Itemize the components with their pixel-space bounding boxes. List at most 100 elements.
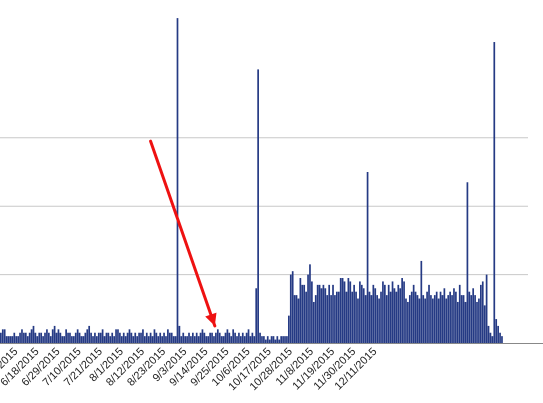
- bar: [487, 325, 490, 343]
- bar: [303, 284, 306, 343]
- x-tick-labels: 6/7/20156/18/20156/29/20157/10/20157/21/…: [0, 346, 379, 393]
- bar: [328, 284, 331, 343]
- bar: [255, 288, 258, 343]
- bar: [316, 284, 319, 343]
- bar: [74, 332, 77, 343]
- bar: [130, 332, 133, 343]
- bar: [378, 298, 380, 343]
- bar: [165, 336, 167, 343]
- bar: [78, 332, 81, 343]
- bar: [9, 336, 12, 343]
- bar: [36, 336, 39, 343]
- bar: [458, 284, 461, 343]
- bar: [384, 284, 386, 343]
- bar: [65, 329, 67, 343]
- bar: [82, 336, 85, 343]
- bar: [76, 329, 79, 343]
- bar: [53, 325, 56, 343]
- bar: [51, 329, 54, 343]
- bar: [288, 315, 290, 343]
- bar: [69, 332, 71, 343]
- bar: [432, 298, 434, 343]
- bar: [311, 281, 313, 343]
- bar: [190, 336, 192, 343]
- bar: [387, 284, 390, 343]
- bar: [257, 69, 259, 344]
- bar: [188, 332, 190, 343]
- bar: [0, 332, 2, 343]
- bar: [42, 336, 44, 343]
- bar: [380, 291, 382, 343]
- bar: [389, 291, 392, 343]
- bar: [99, 332, 102, 343]
- bar: [449, 291, 451, 343]
- bar: [307, 274, 309, 343]
- bar: [481, 281, 484, 343]
- bar: [168, 332, 171, 343]
- bar: [305, 291, 307, 343]
- bar: [435, 291, 438, 343]
- bar: [186, 336, 188, 343]
- bar: [372, 284, 375, 343]
- bar: [422, 295, 425, 343]
- bar: [136, 336, 139, 343]
- bar: [215, 332, 217, 343]
- bar: [336, 291, 338, 343]
- bar: [174, 336, 177, 343]
- bar: [232, 329, 235, 343]
- bar: [71, 336, 73, 343]
- bar: [286, 336, 288, 343]
- bar: [289, 274, 292, 343]
- bar: [48, 332, 50, 343]
- bar: [382, 281, 384, 343]
- bar: [128, 329, 131, 343]
- bar: [24, 332, 27, 343]
- bar: [451, 295, 453, 343]
- bar: [105, 332, 108, 343]
- bar: [443, 288, 446, 343]
- bar: [28, 332, 31, 343]
- bar: [59, 332, 62, 343]
- bar: [324, 288, 327, 343]
- bar: [483, 305, 486, 343]
- bar: [347, 278, 350, 343]
- bar: [211, 332, 213, 343]
- bar: [408, 295, 411, 343]
- bar: [23, 332, 25, 343]
- bar: [21, 329, 23, 343]
- bar: [424, 298, 427, 343]
- bar: [466, 182, 469, 343]
- bar: [213, 336, 215, 343]
- bar: [240, 336, 242, 343]
- bar: [374, 288, 377, 343]
- bar: [92, 336, 94, 343]
- bar: [268, 339, 271, 343]
- bar: [170, 332, 173, 343]
- bar: [5, 336, 8, 343]
- bar: [46, 329, 48, 343]
- bar: [19, 332, 21, 343]
- bar: [253, 336, 256, 343]
- bar: [38, 332, 41, 343]
- bar: [472, 288, 475, 343]
- arrow-shaft: [149, 139, 217, 328]
- bar: [447, 295, 450, 343]
- bar: [216, 329, 219, 343]
- bar: [224, 332, 227, 343]
- bar: [119, 332, 121, 343]
- bar: [407, 301, 409, 343]
- bar: [72, 336, 75, 343]
- bar: [280, 336, 283, 343]
- bar: [341, 278, 344, 343]
- bar: [138, 332, 140, 343]
- bar: [314, 295, 317, 343]
- bar: [489, 332, 492, 343]
- bar: [251, 332, 254, 343]
- bar: [15, 336, 18, 343]
- bar: [359, 281, 361, 343]
- bar: [410, 291, 413, 343]
- bar: [263, 336, 265, 343]
- bar: [405, 298, 407, 343]
- bar: [132, 336, 135, 343]
- bar: [441, 295, 444, 343]
